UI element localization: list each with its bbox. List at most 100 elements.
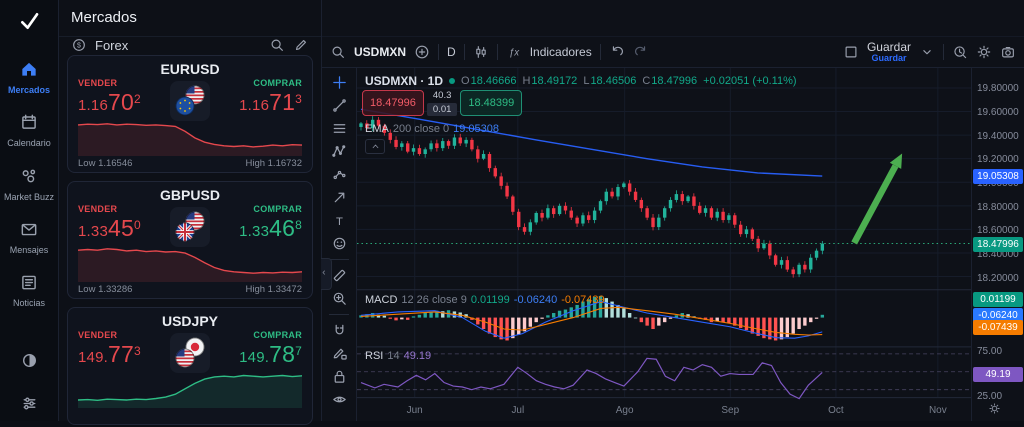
text-tool-icon[interactable]: T: [331, 212, 348, 229]
axis-tick: 18.20000: [977, 272, 1019, 284]
chart-legend: USDMXN · 1D O 18.46666 H 18.49172 L 18.4650…: [365, 74, 797, 88]
lock-drawings-icon[interactable]: [331, 368, 348, 385]
collapse-watchlist-handle[interactable]: [321, 258, 332, 290]
price-badge: -0.07439: [973, 320, 1023, 335]
layout-icon[interactable]: [843, 44, 859, 60]
step-value: 0.01: [426, 103, 458, 116]
sidebar-item-market-buzz[interactable]: Market Buzz: [1, 166, 57, 202]
edit-pencil-icon[interactable]: [293, 37, 309, 53]
crosshair-tool-icon[interactable]: [331, 74, 348, 91]
svg-text:$: $: [77, 42, 81, 50]
legend-symbol[interactable]: USDMXN · 1D: [365, 74, 444, 88]
camera-snapshot-icon[interactable]: [1000, 44, 1016, 60]
indicators-fx-icon[interactable]: ƒx: [506, 44, 522, 60]
quantity-stepper[interactable]: 40.3 0.01: [426, 90, 458, 116]
sidebar-item-mensajes[interactable]: Mensajes: [1, 219, 57, 255]
low-value: Low 1.16546: [78, 158, 133, 169]
divider: [496, 44, 498, 60]
buy-quote[interactable]: COMPRAR 1.16713: [239, 78, 302, 115]
sparkline: [78, 248, 302, 282]
symbol-button[interactable]: USDMXN: [354, 45, 407, 59]
arrow-tool-icon[interactable]: [331, 189, 348, 206]
chart-plot[interactable]: Jun Jul Ago Sep Oct Nov USDMXN · 1D O 18.46666…: [357, 68, 971, 421]
sidebar-item-calendario[interactable]: Calendario: [1, 112, 57, 148]
legend-change: +0.02051 (+0.11%): [703, 75, 797, 87]
buy-button[interactable]: 18.48399: [460, 90, 523, 116]
drawing-toolbar: T: [322, 68, 357, 421]
interval-button[interactable]: D: [447, 45, 456, 59]
app-logo-check-icon[interactable]: [17, 0, 41, 42]
legend-high: H 18.49172: [522, 75, 578, 87]
axis-tick: 18.80000: [977, 201, 1019, 213]
chart-column: USDMXN D ƒx Indicadores Guardar Guardar: [321, 0, 1024, 421]
ema-legend: EMA 200 close 0 19.05308: [365, 123, 499, 135]
sidebar-item-noticias[interactable]: Noticias: [1, 272, 57, 308]
high-value: High 1.33472: [245, 284, 302, 295]
chart-canvas[interactable]: Jun Jul Ago Sep Oct Nov: [357, 68, 971, 421]
display-settings-icon[interactable]: [20, 394, 39, 413]
sidebar-item-label: Mensajes: [9, 245, 49, 256]
undo-icon[interactable]: [609, 44, 625, 60]
legend-collapse-chevron-icon[interactable]: [365, 139, 385, 154]
pane-dividers: [357, 289, 971, 399]
divider: [438, 44, 440, 60]
emoji-tool-icon[interactable]: [331, 235, 348, 252]
home-icon: [19, 59, 39, 82]
price-badge: 49.19: [973, 367, 1023, 383]
candlestick-series: [359, 116, 825, 278]
buy-quote[interactable]: COMPRAR 1.33468: [239, 204, 302, 241]
sidebar-item-mercados[interactable]: Mercados: [1, 59, 57, 95]
save-button[interactable]: Guardar Guardar: [867, 41, 911, 63]
hide-drawings-icon[interactable]: [331, 391, 348, 408]
chart-toolbar: USDMXN D ƒx Indicadores Guardar Guardar: [322, 37, 1024, 68]
settings-gear-icon[interactable]: [976, 44, 992, 60]
replay-icon[interactable]: [952, 44, 968, 60]
symbol-search-icon[interactable]: [330, 44, 346, 60]
sparkline: [78, 123, 302, 156]
axis-tick: 19.80000: [977, 83, 1019, 95]
redo-icon[interactable]: [633, 44, 649, 60]
save-dropdown-chevron-icon[interactable]: [919, 44, 935, 60]
watchlist-card-usdjpy[interactable]: USDJPY VENDER 149.773 COMPRAR 149.787: [67, 307, 313, 425]
calendar-icon: [19, 112, 39, 135]
svg-text:Nov: Nov: [929, 405, 947, 416]
measure-tool-icon[interactable]: [331, 267, 348, 284]
fib-retracement-tool-icon[interactable]: [331, 120, 348, 137]
theme-toggle-icon[interactable]: [20, 351, 39, 370]
indicators-button[interactable]: Indicadores: [529, 45, 592, 59]
axis-settings-gear-icon[interactable]: [988, 402, 1001, 418]
market-status-dot: [449, 78, 456, 84]
sell-button[interactable]: 18.47996: [362, 90, 424, 116]
divider: [329, 259, 349, 260]
sidebar-nav: Mercados Calendario Market Buzz Mensajes Not…: [1, 42, 57, 309]
watchlist-group-label[interactable]: Forex: [95, 37, 129, 53]
zoom-in-tool-icon[interactable]: [331, 290, 348, 307]
forecast-tool-icon[interactable]: [331, 166, 348, 183]
sell-quote[interactable]: VENDER 149.773: [78, 330, 141, 367]
low-value: Low 1.33286: [78, 284, 133, 295]
watchlist-card-gbpusd[interactable]: GBPUSD VENDER 1.33450 COMPRAR 1.33468 Low 1.3…: [67, 181, 313, 299]
drawing-mode-icon[interactable]: [331, 345, 348, 362]
search-icon[interactable]: [269, 37, 285, 53]
arrow-annotation[interactable]: [851, 153, 903, 245]
add-symbol-icon[interactable]: [414, 44, 430, 60]
quote-row: VENDER 1.33450 COMPRAR 1.33468: [78, 204, 302, 242]
svg-text:Jul: Jul: [511, 405, 524, 416]
sell-quote[interactable]: VENDER 1.33450: [78, 204, 141, 241]
sell-quote[interactable]: VENDER 1.16702: [78, 78, 141, 115]
low-high-row: Low 1.33286 High 1.33472: [78, 284, 302, 295]
axis-tick: 18.40000: [977, 249, 1019, 261]
time-axis-labels: Jun Jul Ago Sep Oct Nov: [407, 405, 947, 416]
chart-type-candles-icon[interactable]: [473, 44, 489, 60]
magnet-tool-icon[interactable]: [331, 322, 348, 339]
price-axis[interactable]: 19.8000019.6000019.4000019.2000019.00000…: [971, 68, 1024, 421]
divider: [463, 44, 465, 60]
divider: [943, 44, 944, 60]
buy-quote[interactable]: COMPRAR 149.787: [239, 330, 302, 367]
watchlist-card-eurusd[interactable]: EURUSD VENDER 1.16702 COMPRAR 1.16713 Low 1.1…: [67, 55, 313, 173]
pair-symbol: EURUSD: [160, 61, 220, 77]
pattern-tool-icon[interactable]: [331, 143, 348, 160]
trend-line-tool-icon[interactable]: [331, 97, 348, 114]
top-strip: [322, 0, 1024, 37]
